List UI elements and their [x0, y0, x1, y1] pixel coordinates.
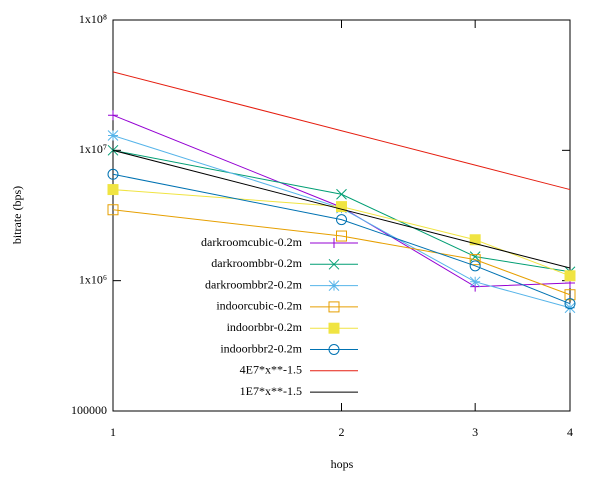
marker: [336, 214, 347, 226]
marker: [328, 258, 340, 270]
marker: [469, 260, 481, 272]
y-tick-label: 1x10⁸: [79, 12, 107, 26]
series-line: [112, 209, 571, 296]
series-line: [112, 189, 571, 277]
marker: [564, 270, 576, 282]
marker: [328, 344, 340, 355]
x-tick-label: 1: [110, 425, 116, 439]
marker: [336, 188, 347, 200]
marker: [329, 238, 339, 248]
series-line: [112, 149, 571, 269]
legend-label: darkroombbr2-0.2m: [205, 277, 303, 291]
marker: [328, 301, 340, 313]
legend-label: indoorcubic-0.2m: [216, 299, 302, 313]
marker: [108, 110, 118, 121]
marker: [469, 251, 481, 262]
x-tick-label: 2: [339, 425, 345, 439]
marker: [564, 289, 576, 301]
x-tick-label: 3: [472, 425, 478, 439]
marker: [469, 234, 481, 246]
series-line: [112, 173, 571, 305]
marker: [328, 280, 340, 291]
series-line: [112, 135, 571, 309]
legend-label: 4E7*x**-1.5: [240, 363, 302, 377]
marker: [107, 168, 119, 180]
y-tick-label: 1x10⁶: [79, 272, 107, 286]
marker: [107, 130, 119, 141]
legend-label: darkroomcubic-0.2m: [201, 235, 303, 249]
y-tick-label: 1x10⁷: [79, 142, 107, 156]
marker: [469, 276, 481, 288]
marker: [564, 298, 576, 310]
x-tick-label: 4: [567, 425, 573, 439]
plot-frame: [112, 19, 571, 412]
marker: [107, 204, 119, 216]
y-tick-label: 100000: [71, 403, 107, 417]
marker: [336, 230, 347, 242]
marker: [469, 254, 481, 266]
marker: [328, 322, 340, 334]
x-axis-label: hops: [331, 457, 354, 471]
legend-label: 1E7*x**-1.5: [240, 384, 302, 398]
legend-label: indoorbbr-0.2m: [227, 320, 303, 334]
legend-label: indoorbbr2-0.2m: [220, 341, 302, 355]
y-axis-label: bitrate (bps): [10, 186, 24, 244]
marker: [107, 184, 119, 196]
legend-label: darkroombbr-0.2m: [211, 256, 302, 270]
series-line: [112, 71, 571, 191]
marker: [564, 302, 576, 314]
marker: [336, 201, 347, 213]
marker: [107, 144, 119, 156]
